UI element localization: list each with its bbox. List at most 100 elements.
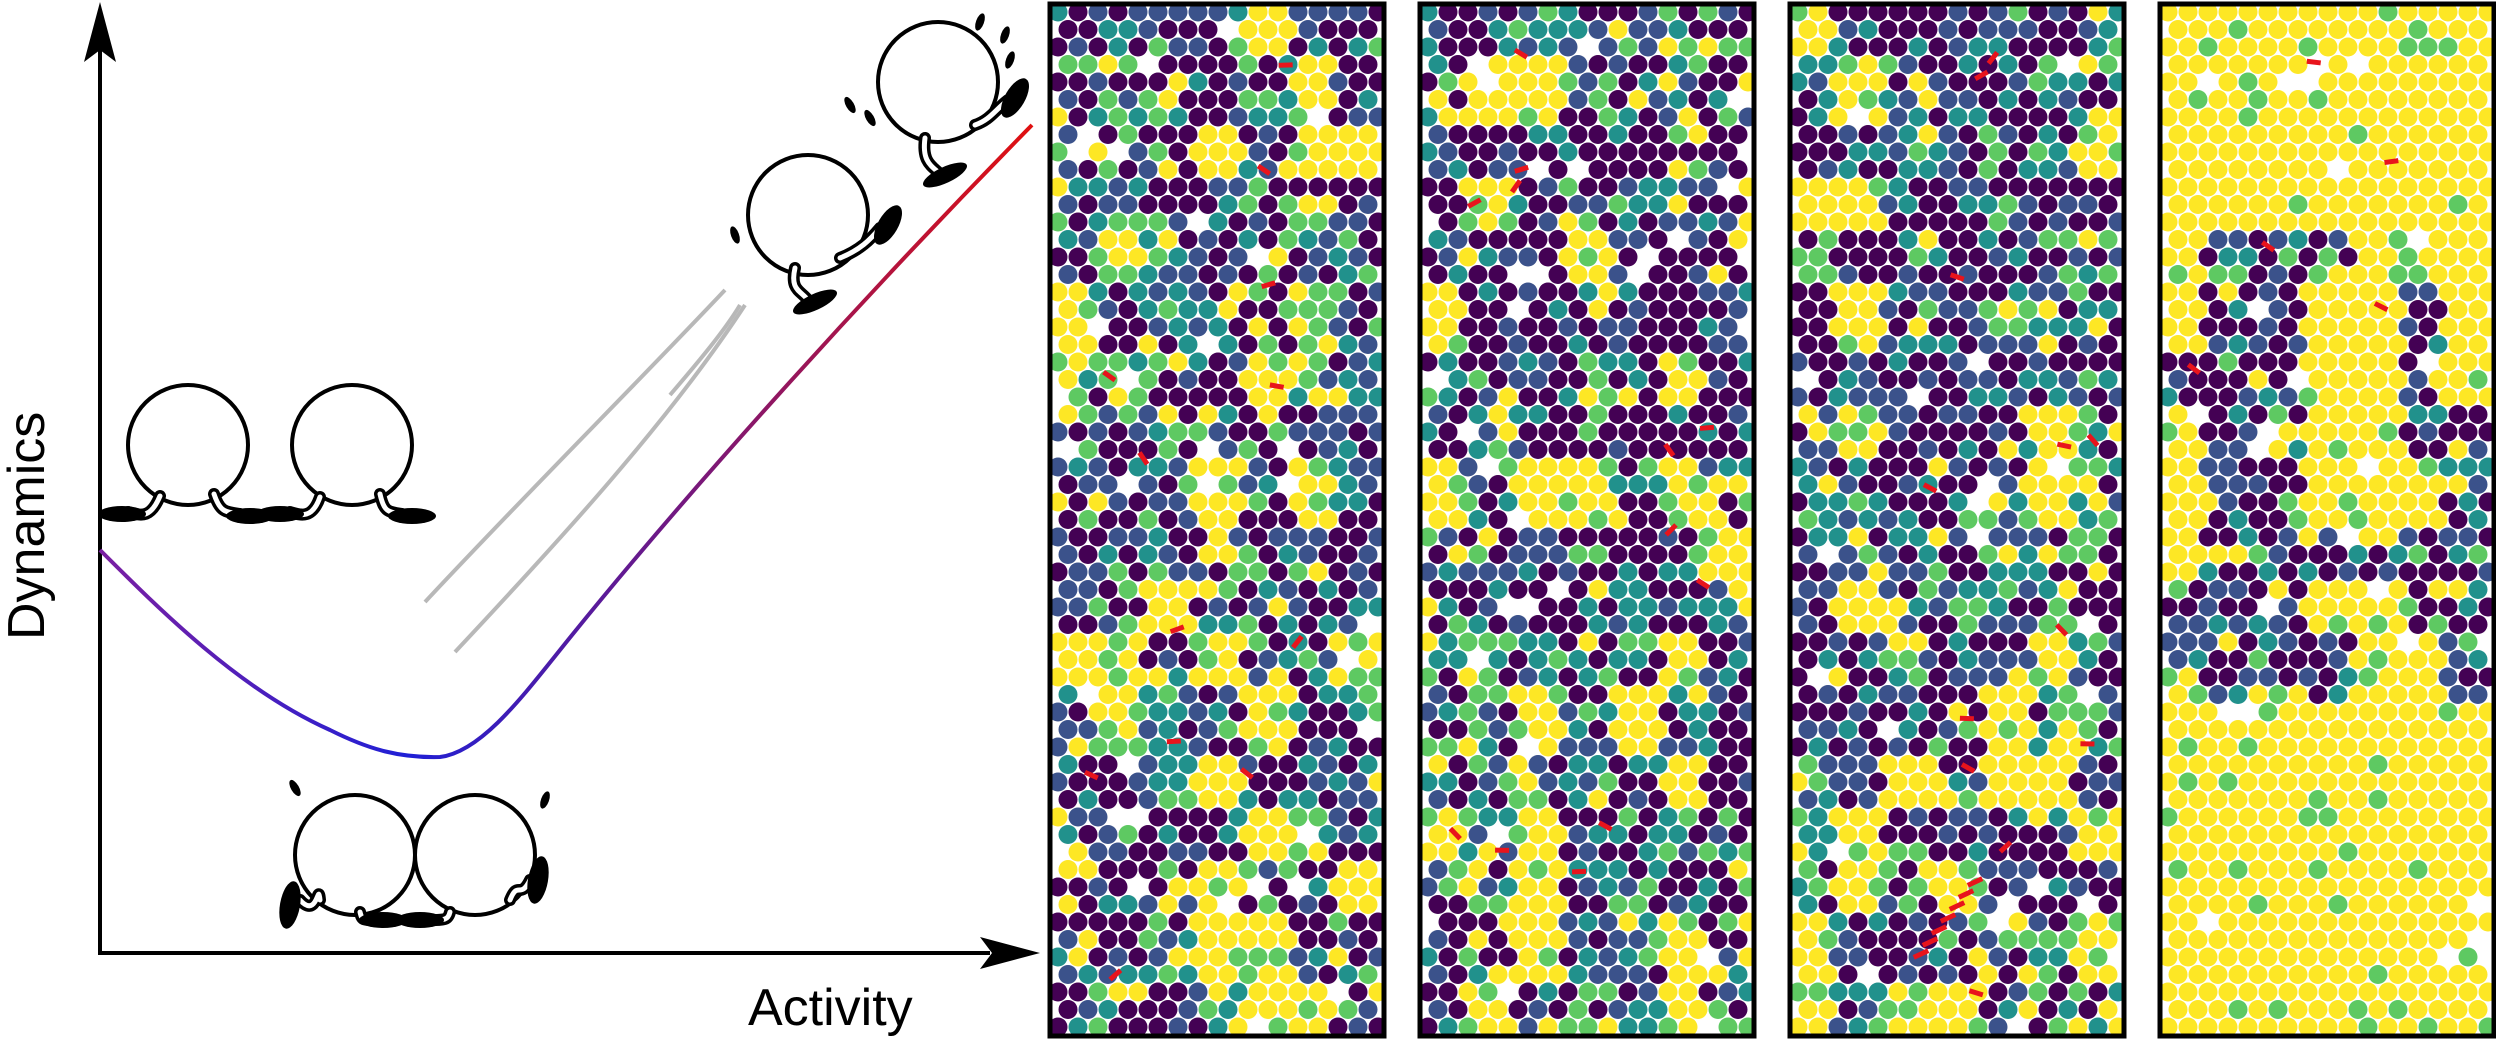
particle	[2218, 282, 2238, 302]
particle	[2028, 247, 2048, 267]
particle	[1078, 930, 1098, 949]
particle	[2018, 685, 2038, 704]
particle	[2378, 737, 2398, 757]
particle	[2378, 72, 2398, 92]
particle	[1838, 475, 1858, 494]
particle	[2198, 422, 2218, 442]
particle	[1478, 282, 1498, 302]
particle	[2238, 72, 2258, 92]
particle	[2398, 247, 2418, 267]
particle	[1848, 982, 1868, 1002]
particle	[2418, 492, 2438, 512]
particle	[1328, 72, 1348, 92]
particle	[1688, 90, 1708, 109]
particle	[1790, 4, 1808, 22]
particle	[2348, 160, 2368, 179]
motion-line	[453, 303, 747, 654]
particle	[2458, 282, 2478, 302]
particle	[1258, 440, 1278, 459]
particle	[2408, 860, 2428, 879]
particle	[2438, 247, 2458, 267]
particle	[1648, 965, 1668, 984]
particle	[1548, 300, 1568, 319]
particle	[1558, 527, 1578, 547]
particle	[1168, 317, 1188, 337]
particle	[2068, 1017, 2088, 1036]
particle	[1428, 930, 1448, 949]
particle	[2448, 230, 2468, 249]
particle	[1338, 195, 1358, 214]
particle	[2378, 597, 2398, 617]
particle	[1868, 282, 1888, 302]
particle	[2098, 860, 2118, 879]
particle	[1498, 807, 1518, 827]
particle	[1608, 475, 1628, 494]
particle	[1878, 55, 1898, 74]
particle	[1308, 842, 1328, 862]
particle	[2198, 4, 2218, 22]
particle	[1848, 177, 1868, 197]
particle	[2188, 125, 2208, 144]
particle	[1958, 300, 1978, 319]
particle	[1098, 545, 1118, 564]
particle	[2298, 527, 2318, 547]
particle	[1878, 1000, 1898, 1019]
particle	[1268, 632, 1288, 652]
particle	[2338, 107, 2358, 127]
particle	[1078, 300, 1098, 319]
particle	[1278, 300, 1298, 319]
motion-tick	[1005, 51, 1015, 69]
particle	[2018, 370, 2038, 389]
particle	[1458, 842, 1478, 862]
particle	[1948, 597, 1968, 617]
particle	[1508, 790, 1528, 809]
particle	[1420, 422, 1438, 442]
particle	[2178, 457, 2198, 477]
particle	[2018, 55, 2038, 74]
particle	[2168, 370, 2188, 389]
particle	[2068, 632, 2088, 652]
particle	[1968, 387, 1988, 407]
particle	[1468, 510, 1488, 529]
particle	[2468, 650, 2488, 669]
particle	[1968, 632, 1988, 652]
particle	[1538, 422, 1558, 442]
particle	[1978, 265, 1998, 284]
particle	[1818, 90, 1838, 109]
particle	[2318, 212, 2338, 232]
particle	[2348, 265, 2368, 284]
particle	[1488, 405, 1508, 424]
particle	[2468, 370, 2488, 389]
particle	[1928, 562, 1948, 582]
particle	[2228, 440, 2248, 459]
particle	[1438, 982, 1458, 1002]
particle	[2278, 352, 2298, 372]
particle	[1790, 282, 1808, 302]
particle	[1908, 4, 1928, 22]
particle	[1298, 20, 1318, 39]
particle	[1478, 212, 1498, 232]
particle	[1598, 1017, 1618, 1036]
particle	[1998, 475, 2018, 494]
particle	[1178, 965, 1198, 984]
particle	[1288, 247, 1308, 267]
particle	[1548, 1000, 1568, 1019]
particle	[1808, 492, 1828, 512]
particle	[1658, 457, 1678, 477]
particle	[2298, 842, 2318, 862]
particle	[1508, 965, 1528, 984]
particle	[1558, 72, 1578, 92]
particle	[1088, 107, 1108, 127]
particle	[1588, 265, 1608, 284]
particle	[2368, 895, 2388, 914]
simulation-panel	[2160, 4, 2494, 1036]
particle	[1938, 370, 1958, 389]
particle	[1278, 335, 1298, 354]
particle	[1858, 580, 1878, 599]
particle	[1668, 405, 1688, 424]
particle	[2298, 737, 2318, 757]
particle	[1068, 4, 1088, 22]
particle	[2318, 177, 2338, 197]
particle	[2478, 982, 2494, 1002]
simulation-panel	[1420, 4, 1754, 1036]
